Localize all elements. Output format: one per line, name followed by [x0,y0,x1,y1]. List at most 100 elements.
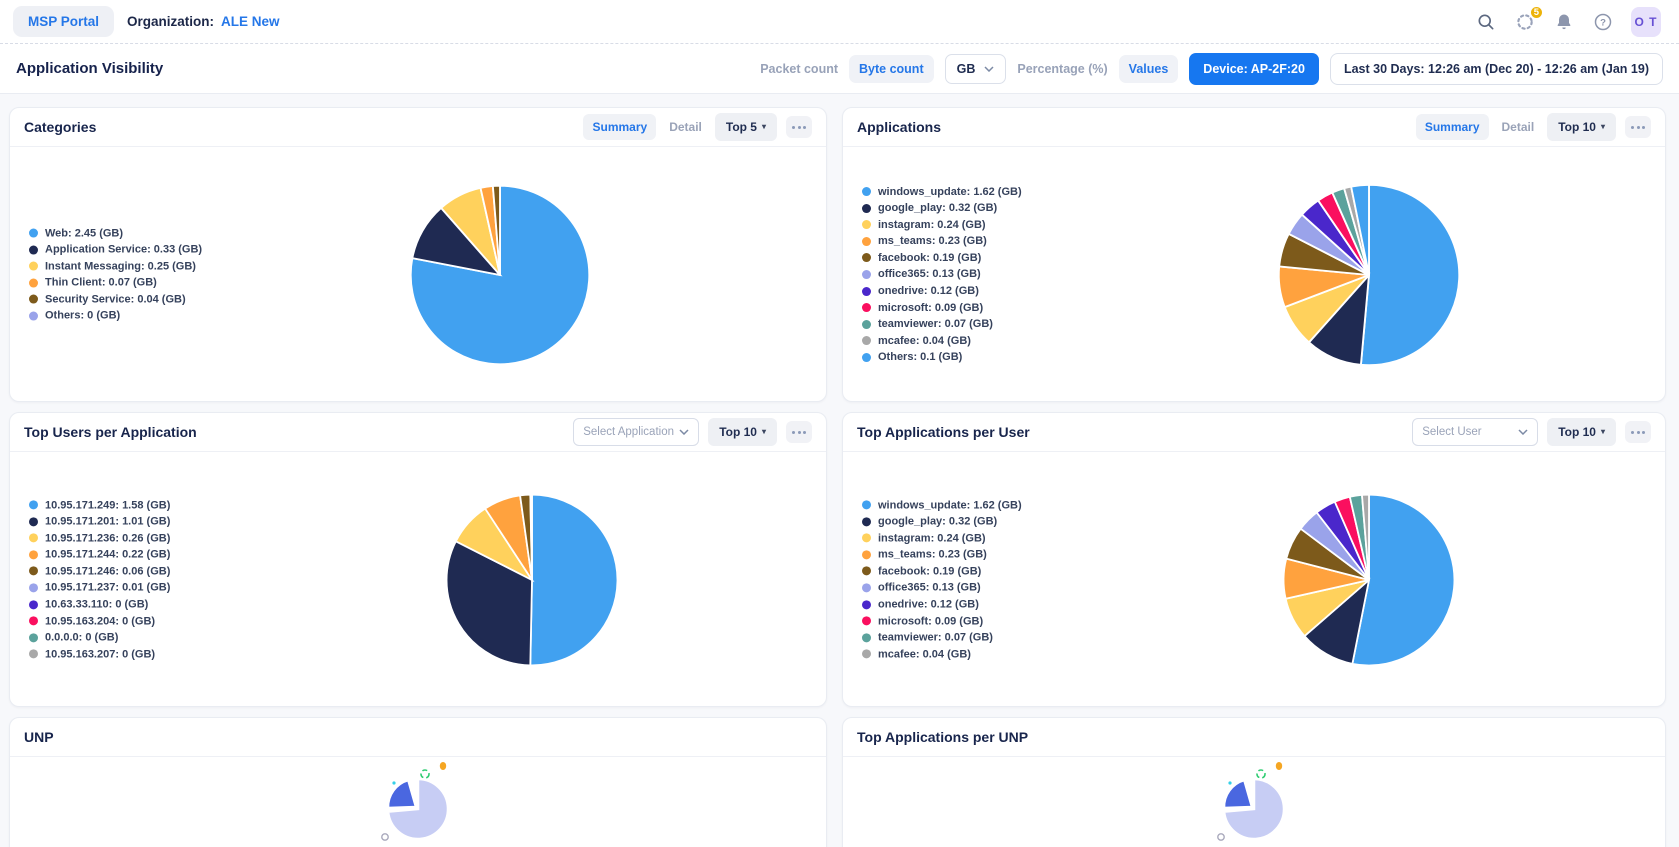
legend-item[interactable]: Others: 0 (GB) [29,310,202,322]
help-icon[interactable]: ? [1592,11,1614,33]
values-toggle[interactable]: Values [1118,54,1179,83]
legend-item[interactable]: 10.95.171.237: 0.01 (GB) [29,582,170,594]
legend-color-dot [862,566,871,576]
legend-label: google_play: 0.32 (GB) [878,202,998,215]
legend-item[interactable]: Web: 2.45 (GB) [29,227,202,239]
msp-portal-button[interactable]: MSP Portal [13,6,115,37]
legend-item[interactable]: mcafee: 0.04 (GB) [862,335,1022,347]
legend-label: instagram: 0.24 (GB) [878,532,986,545]
legend-item[interactable]: Application Service: 0.33 (GB) [29,244,202,256]
legend-label: instagram: 0.24 (GB) [878,218,986,231]
legend-item[interactable]: windows_update: 1.62 (GB) [862,499,1022,511]
caret-down-icon: ▾ [1600,427,1605,436]
top-n-dropdown[interactable]: Top 10 ▾ [1547,113,1616,141]
legend-item[interactable]: office365: 0.13 (GB) [862,269,1022,281]
top-apps-user-pie-chart[interactable] [1280,491,1458,669]
legend-item[interactable]: teamviewer: 0.07 (GB) [862,318,1022,330]
page-header: Application Visibility Packet count Byte… [0,43,1679,94]
unp-chart-area [10,757,826,847]
legend-label: mcafee: 0.04 (GB) [878,334,971,347]
chart-legend: windows_update: 1.62 (GB) google_play: 0.… [862,186,1022,363]
top-n-dropdown[interactable]: Top 10 ▾ [708,418,777,446]
user-select[interactable]: Select User [1412,418,1539,446]
organization-link[interactable]: ALE New [221,14,280,29]
legend-item[interactable]: facebook: 0.19 (GB) [862,565,1022,577]
top-n-dropdown[interactable]: Top 5 ▾ [714,113,777,141]
legend-color-dot [862,649,871,659]
legend-color-dot [29,566,38,576]
unp-panel: UNP [9,717,827,847]
legend-item[interactable]: office365: 0.13 (GB) [862,582,1022,594]
legend-item[interactable]: 10.95.171.236: 0.26 (GB) [29,532,170,544]
categories-panel-header: Categories Summary Detail Top 5 ▾ [10,108,826,147]
legend-item[interactable]: 0.0.0.0: 0 (GB) [29,632,170,644]
top-users-pie-chart[interactable] [443,491,621,669]
legend-item[interactable]: google_play: 0.32 (GB) [862,515,1022,527]
legend-color-dot [29,583,38,593]
legend-item[interactable]: Others: 0.1 (GB) [862,351,1022,363]
categories-pie-chart[interactable] [407,182,593,368]
header-controls: Packet count Byte count GB Percentage (%… [760,52,1663,85]
legend-item[interactable]: Instant Messaging: 0.25 (GB) [29,260,202,272]
legend-item[interactable]: microsoft: 0.09 (GB) [862,615,1022,627]
detail-tab[interactable]: Detail [1501,120,1535,134]
legend-item[interactable]: 10.95.171.249: 1.58 (GB) [29,499,170,511]
legend-color-dot [862,500,871,510]
legend-color-dot [29,311,38,321]
legend-item[interactable]: onedrive: 0.12 (GB) [862,285,1022,297]
sync-spinner-icon[interactable]: 5 [1514,4,1544,33]
application-select[interactable]: Select Application [573,418,700,446]
legend-item[interactable]: windows_update: 1.62 (GB) [862,186,1022,198]
percentage-toggle[interactable]: Percentage (%) [1017,61,1108,76]
legend-item[interactable]: 10.95.171.246: 0.06 (GB) [29,565,170,577]
legend-item[interactable]: microsoft: 0.09 (GB) [862,302,1022,314]
legend-label: 10.95.163.204: 0 (GB) [45,614,156,627]
more-options-button[interactable] [786,421,812,443]
legend-item[interactable]: 10.95.171.201: 1.01 (GB) [29,515,170,527]
legend-item[interactable]: Security Service: 0.04 (GB) [29,293,202,305]
legend-color-dot [862,599,871,609]
panel-controls: Select User Top 10 ▾ [1412,418,1651,446]
legend-item[interactable]: Thin Client: 0.07 (GB) [29,277,202,289]
applications-panel-header: Applications Summary Detail Top 10 ▾ [843,108,1665,147]
legend-label: mcafee: 0.04 (GB) [878,648,971,661]
search-icon[interactable] [1475,11,1497,33]
legend-item[interactable]: ms_teams: 0.23 (GB) [862,235,1022,247]
device-button[interactable]: Device: AP-2F:20 [1189,52,1319,85]
panel-title: Top Applications per User [857,424,1030,440]
legend-item[interactable]: instagram: 0.24 (GB) [862,532,1022,544]
legend-label: Others: 0.1 (GB) [878,351,963,364]
legend-item[interactable]: teamviewer: 0.07 (GB) [862,632,1022,644]
legend-color-dot [862,270,871,279]
legend-label: Security Service: 0.04 (GB) [45,293,186,306]
legend-item[interactable]: 10.95.163.204: 0 (GB) [29,615,170,627]
organization-label: Organization: [127,14,215,29]
more-options-button[interactable] [786,116,812,138]
legend-item[interactable]: google_play: 0.32 (GB) [862,202,1022,214]
more-options-button[interactable] [1625,116,1651,138]
summary-tab[interactable]: Summary [1415,114,1489,140]
legend-item[interactable]: instagram: 0.24 (GB) [862,219,1022,231]
legend-item[interactable]: onedrive: 0.12 (GB) [862,598,1022,610]
unit-select[interactable]: GB [944,53,1007,84]
top-apps-unp-chart-area [843,757,1665,847]
summary-tab[interactable]: Summary [583,114,657,140]
avatar[interactable]: O T [1631,6,1661,37]
byte-count-toggle[interactable]: Byte count [849,54,934,83]
categories-chart-area: Web: 2.45 (GB) Application Service: 0.33 … [10,147,826,401]
date-range-picker[interactable]: Last 30 Days: 12:26 am (Dec 20) - 12:26 … [1329,52,1663,85]
legend-item[interactable]: ms_teams: 0.23 (GB) [862,549,1022,561]
detail-tab[interactable]: Detail [669,120,702,134]
bell-icon[interactable] [1553,11,1575,33]
applications-pie-chart[interactable] [1275,181,1463,369]
legend-item[interactable]: 10.95.163.207: 0 (GB) [29,648,170,660]
legend-color-dot [862,187,871,197]
more-options-button[interactable] [1625,421,1651,443]
top-n-dropdown[interactable]: Top 10 ▾ [1547,418,1616,446]
legend-item[interactable]: 10.95.171.244: 0.22 (GB) [29,549,170,561]
packet-count-toggle[interactable]: Packet count [760,61,839,76]
legend-item[interactable]: 10.63.33.110: 0 (GB) [29,598,170,610]
legend-label: microsoft: 0.09 (GB) [878,614,984,627]
legend-item[interactable]: mcafee: 0.04 (GB) [862,648,1022,660]
legend-item[interactable]: facebook: 0.19 (GB) [862,252,1022,264]
